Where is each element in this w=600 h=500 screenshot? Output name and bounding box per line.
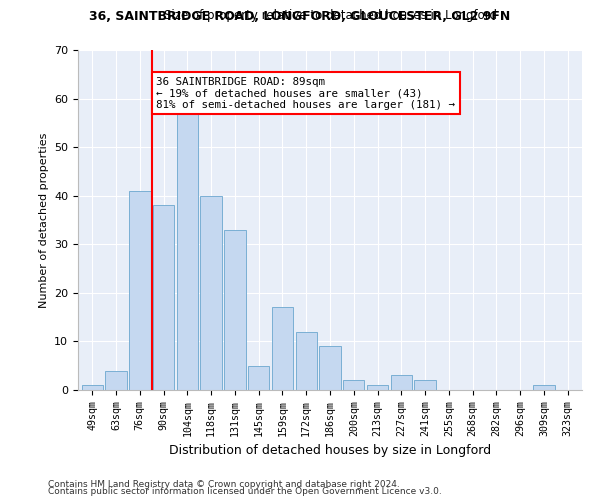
Text: Contains public sector information licensed under the Open Government Licence v3: Contains public sector information licen… xyxy=(48,487,442,496)
Bar xyxy=(367,385,388,390)
Bar xyxy=(391,376,412,390)
X-axis label: Distribution of detached houses by size in Longford: Distribution of detached houses by size … xyxy=(169,444,491,457)
Bar xyxy=(319,346,341,390)
Bar xyxy=(296,332,317,390)
Bar xyxy=(224,230,245,390)
Y-axis label: Number of detached properties: Number of detached properties xyxy=(38,132,49,308)
Bar xyxy=(176,113,198,390)
Text: Contains HM Land Registry data © Crown copyright and database right 2024.: Contains HM Land Registry data © Crown c… xyxy=(48,480,400,489)
Bar xyxy=(129,191,151,390)
Bar xyxy=(106,370,127,390)
Bar xyxy=(533,385,554,390)
Bar xyxy=(272,308,293,390)
Text: 36 SAINTBRIDGE ROAD: 89sqm
← 19% of detached houses are smaller (43)
81% of semi: 36 SAINTBRIDGE ROAD: 89sqm ← 19% of deta… xyxy=(157,76,455,110)
Bar xyxy=(82,385,103,390)
Bar xyxy=(415,380,436,390)
Bar xyxy=(343,380,364,390)
Text: 36, SAINTBRIDGE ROAD, LONGFORD, GLOUCESTER, GL2 9FN: 36, SAINTBRIDGE ROAD, LONGFORD, GLOUCEST… xyxy=(89,10,511,23)
Bar xyxy=(248,366,269,390)
Bar xyxy=(153,206,174,390)
Title: Size of property relative to detached houses in Longford: Size of property relative to detached ho… xyxy=(163,10,497,22)
Bar xyxy=(200,196,222,390)
